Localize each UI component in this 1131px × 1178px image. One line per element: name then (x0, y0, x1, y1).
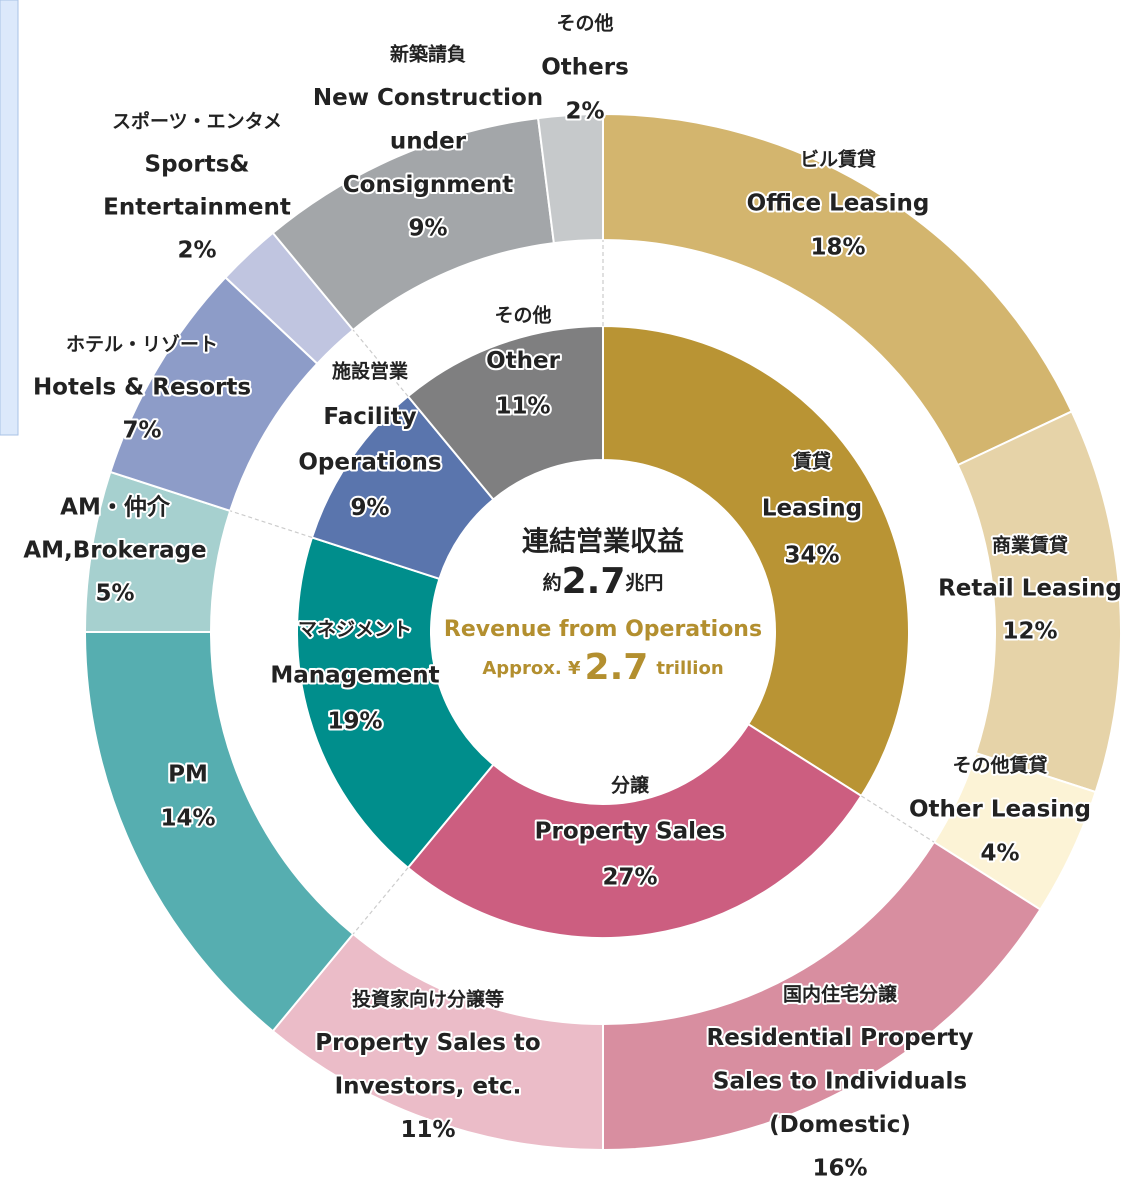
inner-value-label: 19% (327, 709, 382, 735)
outer-label: その他 (556, 12, 613, 35)
outer-label: その他賃貸 (952, 754, 1047, 777)
outer-label: 新築請負 (390, 43, 466, 66)
inner-label: Operations (298, 450, 441, 476)
outer-label: (Domestic) (769, 1112, 911, 1138)
center-approx: Approx. ¥2.7 trillion (482, 647, 723, 688)
outer-label: Consignment (343, 172, 513, 198)
outer-label: Sales to Individuals (713, 1069, 967, 1095)
outer-label: ビル賃貸 (800, 148, 876, 171)
outer-label: Entertainment (103, 195, 291, 221)
inner-value-label: 34% (784, 543, 839, 569)
outer-label: Investors, etc. (335, 1074, 522, 1100)
outer-value-label: 2% (565, 99, 604, 125)
outer-value-label: 4% (980, 841, 1019, 867)
outer-value-label: 18% (810, 235, 865, 261)
divider (352, 867, 409, 935)
inner-label: 分譲 (611, 774, 650, 797)
inner-label: 賃貸 (792, 450, 831, 473)
outer-label: 投資家向け分譲等 (352, 988, 504, 1011)
amount-prefix: 約 (543, 571, 562, 594)
outer-label: Hotels & Resorts (33, 375, 251, 401)
inner-segment (602, 324, 910, 798)
rings (83, 112, 1122, 1152)
inner-label: マネジメント (298, 619, 412, 641)
outer-value-label: 12% (1002, 619, 1057, 645)
inner-label: Leasing (762, 496, 862, 522)
labels: ビル賃貸 Office Leasing 18% 商業賃貸 Retail Leasing 1… (21, 10, 1124, 1178)
divider (861, 795, 935, 843)
amount-suffix: 兆円 (625, 572, 663, 594)
inner-value-label: 27% (602, 865, 657, 891)
inner-label: Management (270, 663, 439, 689)
outer-label: under (390, 129, 467, 155)
outer-value-label: 16% (812, 1156, 867, 1178)
inner-segment (406, 722, 863, 939)
outer-label: PM (168, 762, 208, 788)
outer-value-label: 5% (95, 581, 134, 607)
outer-value-label: 14% (160, 806, 215, 832)
inner-segment (406, 324, 604, 501)
inner-label: 施設営業 (332, 360, 409, 383)
approx-amount: 2.7 (585, 647, 649, 688)
divider (230, 510, 313, 539)
outer-label: Property Sales to (315, 1030, 540, 1056)
outer-value-label: 7% (122, 418, 161, 444)
outer-label: 商業賃貸 (992, 534, 1068, 557)
center-amount: 約2.7兆円 (543, 561, 664, 602)
center-title: 連結営業収益 (522, 526, 684, 558)
approx-suffix: trillion (656, 658, 723, 679)
outer-label: Other Leasing (909, 797, 1091, 823)
divider (352, 329, 409, 397)
outer-value-label: 2% (177, 238, 216, 264)
outer-label: Others (541, 55, 629, 81)
inner-label: Other (486, 348, 561, 374)
inner-label: その他 (494, 304, 551, 327)
inner-value-label: 11% (495, 394, 550, 420)
center-subtitle: Revenue from Operations (444, 617, 762, 642)
outer-label: Office Leasing (747, 191, 930, 217)
outer-label: AM・仲介 (60, 494, 171, 521)
approx-prefix: Approx. ¥ (482, 658, 581, 679)
outer-value-label: 9% (408, 216, 447, 242)
side-panel (0, 0, 19, 436)
outer-label: Retail Leasing (938, 576, 1122, 602)
outer-label: 国内住宅分譲 (783, 983, 898, 1006)
inner-segment (296, 536, 495, 870)
inner-value-label: 9% (350, 495, 389, 521)
outer-value-label: 11% (400, 1117, 455, 1143)
outer-label: スポーツ・エンタメ (112, 110, 282, 133)
outer-label: Residential Property (706, 1025, 973, 1051)
inner-label: Property Sales (535, 819, 726, 845)
inner-label: Facility (323, 404, 416, 430)
outer-label: ホテル・リゾート (66, 334, 218, 356)
outer-label: Sports& (145, 152, 250, 178)
outer-label: New Construction (313, 85, 543, 111)
amount: 2.7 (562, 561, 626, 602)
outer-segment (956, 410, 1122, 794)
outer-label: AM,Brokerage (23, 538, 206, 564)
